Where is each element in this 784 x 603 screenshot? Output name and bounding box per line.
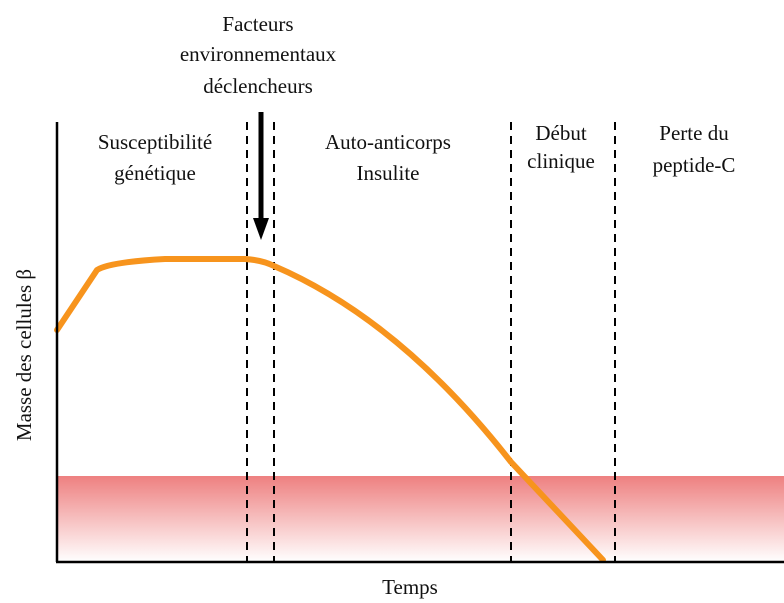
phase-label-autoantibodies-line-2: Insulite <box>357 161 420 185</box>
beta-cell-mass-curve <box>54 256 606 563</box>
threshold-band <box>57 476 784 562</box>
trigger-label-line-3: déclencheurs <box>203 74 313 98</box>
trigger-label-line-2: environnementaux <box>180 42 337 66</box>
phase-label-genetic-line-2: génétique <box>114 161 196 185</box>
phase-label-onset-line-1: Début <box>535 121 586 145</box>
x-axis-label: Temps <box>382 575 438 599</box>
trigger-label-line-1: Facteurs <box>222 12 293 36</box>
phase-label-onset-line-2: clinique <box>527 149 595 173</box>
phase-label-cpeptide-line-2: peptide-C <box>653 153 736 177</box>
phase-label-genetic-line-1: Susceptibilité <box>98 130 212 154</box>
trigger-arrow-head <box>253 218 269 240</box>
phase-label-autoantibodies-line-1: Auto-anticorps <box>325 130 451 154</box>
y-axis-label: Masse des cellules β <box>12 269 36 441</box>
phase-label-cpeptide-line-1: Perte du <box>659 121 729 145</box>
